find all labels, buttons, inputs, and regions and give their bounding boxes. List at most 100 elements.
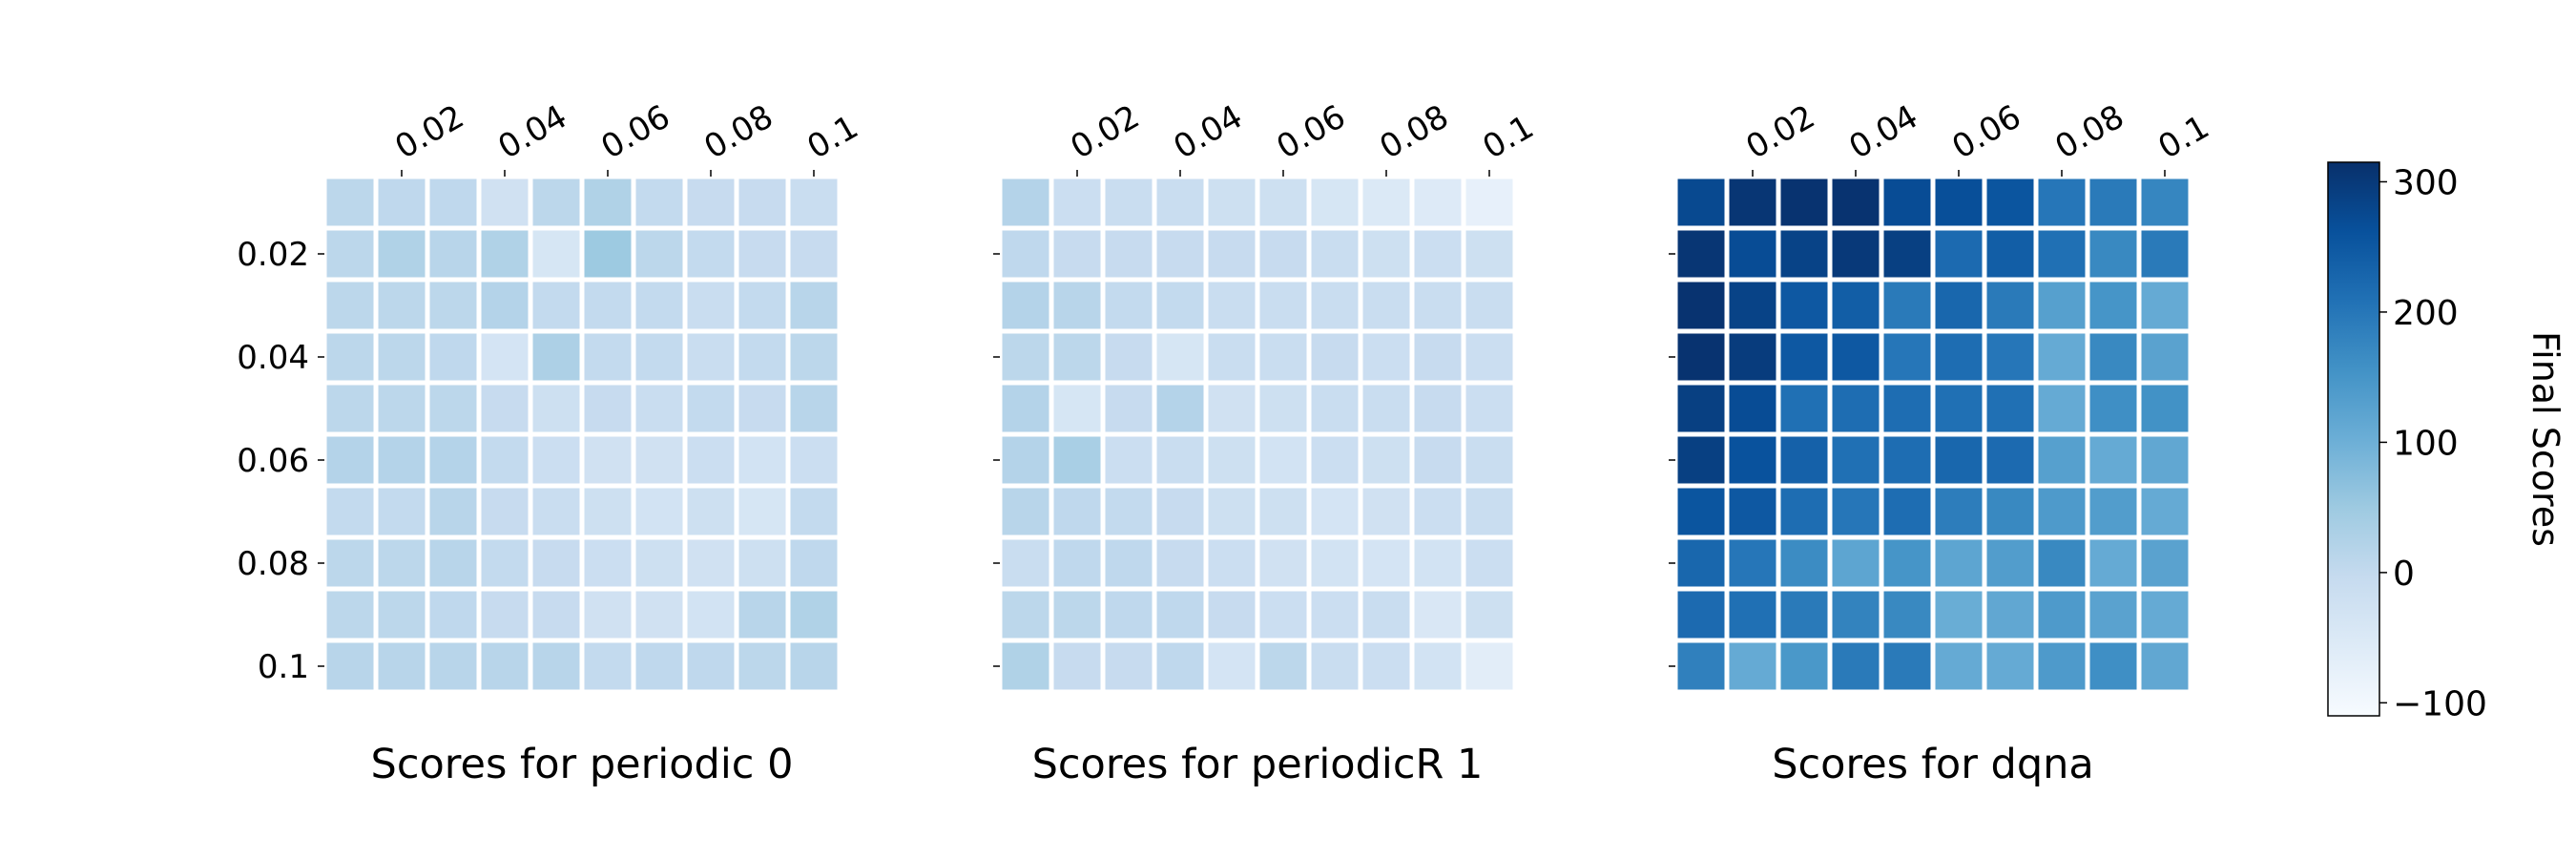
heatmap-cell (2085, 534, 2142, 592)
heatmap-cell (425, 586, 482, 643)
heatmap-cell (1672, 277, 1730, 334)
heatmap-cell (476, 431, 533, 489)
heatmap-cell (1461, 225, 1518, 283)
heatmap-cell (1879, 586, 1936, 643)
heatmap-cell (1672, 586, 1730, 643)
x-tick-label: 0.06 (1271, 97, 1353, 166)
colorbar-tick-label: −100 (2393, 684, 2487, 723)
heatmap-cell (1724, 483, 1781, 540)
heatmap-cell (1255, 328, 1312, 386)
heatmap-cell (1724, 380, 1781, 437)
heatmap-cell (997, 225, 1054, 283)
heatmap-cell (631, 483, 688, 540)
heatmap-cell (1255, 586, 1312, 643)
heatmap-cell (425, 277, 482, 334)
heatmap-cell (1982, 174, 2039, 231)
heatmap-panels: 0.02 0.04 0.06 0.08 0.1 0.02 0.04 0.06 0.08 0.1 Sc… (237, 97, 2215, 788)
heatmap-cell (1152, 638, 1209, 695)
heatmap-cell (2136, 483, 2193, 540)
heatmap-cell (1306, 277, 1363, 334)
heatmap-cell (1306, 328, 1363, 386)
heatmap-cell (1255, 534, 1312, 592)
heatmap-cell (734, 431, 791, 489)
heatmap-cell (1724, 534, 1781, 592)
heatmap-cell (1879, 225, 1936, 283)
heatmap-cell (1776, 586, 1833, 643)
heatmap-cell (1152, 586, 1209, 643)
heatmap-cell (1672, 483, 1730, 540)
heatmap-cell (476, 277, 533, 334)
heatmap-cell (1306, 380, 1363, 437)
heatmap-cell (1203, 534, 1260, 592)
heatmap-cell (2033, 431, 2090, 489)
x-tick-label: 0.1 (1477, 108, 1541, 167)
x-tick-label: 0.1 (801, 108, 865, 167)
heatmap-cell (1982, 638, 2039, 695)
heatmap-cell (528, 277, 585, 334)
heatmap-cell (785, 174, 842, 231)
heatmap-cell (528, 380, 585, 437)
heatmap-cell (1982, 586, 2039, 643)
heatmap-cell (1152, 174, 1209, 231)
heatmap-cell (682, 638, 739, 695)
heatmap-cell (476, 586, 533, 643)
heatmap-panel-2: 0.02 0.04 0.06 0.08 0.1 Scores for dqna (1669, 97, 2215, 788)
heatmap-cell (1203, 174, 1260, 231)
heatmap-cell (1152, 380, 1209, 437)
colorbar: −100 0 100 200 300 Final Scores (2327, 161, 2566, 723)
heatmap-cell (2136, 431, 2193, 489)
heatmap-cell (1152, 483, 1209, 540)
heatmap-cell (2136, 174, 2193, 231)
heatmap-cell (785, 638, 842, 695)
x-tick-label: 0.06 (1946, 97, 2028, 166)
heatmap-cell (1672, 638, 1730, 695)
heatmap-cell (476, 174, 533, 231)
heatmap-cell (785, 380, 842, 437)
heatmap-cell (322, 174, 379, 231)
heatmap-cell (1776, 277, 1833, 334)
x-tick-label: 0.02 (1065, 97, 1147, 166)
heatmap-cell (373, 225, 430, 283)
heatmap-cell (1827, 638, 1884, 695)
heatmap-cell (1879, 277, 1936, 334)
heatmap-cell (579, 586, 636, 643)
heatmap-cell (1049, 483, 1106, 540)
heatmap-cell (579, 174, 636, 231)
heatmap-cell (1409, 174, 1466, 231)
heatmap-cell (1930, 586, 1987, 643)
heatmap-cell (682, 431, 739, 489)
heatmap-cell (1409, 431, 1466, 489)
heatmap-cell (1982, 277, 2039, 334)
heatmap-cell (528, 534, 585, 592)
x-tick-label: 0.08 (698, 97, 780, 166)
heatmap-cell (1409, 328, 1466, 386)
heatmap-cell (1827, 586, 1884, 643)
heatmap-cell (1879, 431, 1936, 489)
heatmap-cell (2033, 174, 2090, 231)
heatmap-cell (1672, 380, 1730, 437)
heatmap-cell (997, 534, 1054, 592)
heatmap-cell (1100, 431, 1157, 489)
heatmap-cell (997, 586, 1054, 643)
heatmap-cell (476, 638, 533, 695)
heatmap-cell (1461, 328, 1518, 386)
heatmap-cell (1306, 174, 1363, 231)
heatmap-cell (1255, 638, 1312, 695)
heatmap-cell (1776, 431, 1833, 489)
panel-title: Scores for periodic 0 (371, 741, 794, 788)
heatmap-cell (1724, 586, 1781, 643)
heatmap-cell (1776, 534, 1833, 592)
heatmap-cell (322, 586, 379, 643)
heatmap-cell (322, 483, 379, 540)
heatmap-cell (579, 225, 636, 283)
heatmap-cell (528, 174, 585, 231)
heatmap-cell (734, 225, 791, 283)
heatmap-cell (1461, 586, 1518, 643)
heatmap-cell (1100, 483, 1157, 540)
heatmap-cell (1049, 431, 1106, 489)
heatmap-cell (1203, 380, 1260, 437)
heatmap-cell (322, 638, 379, 695)
heatmap-cell (1255, 431, 1312, 489)
heatmap-cell (2033, 586, 2090, 643)
